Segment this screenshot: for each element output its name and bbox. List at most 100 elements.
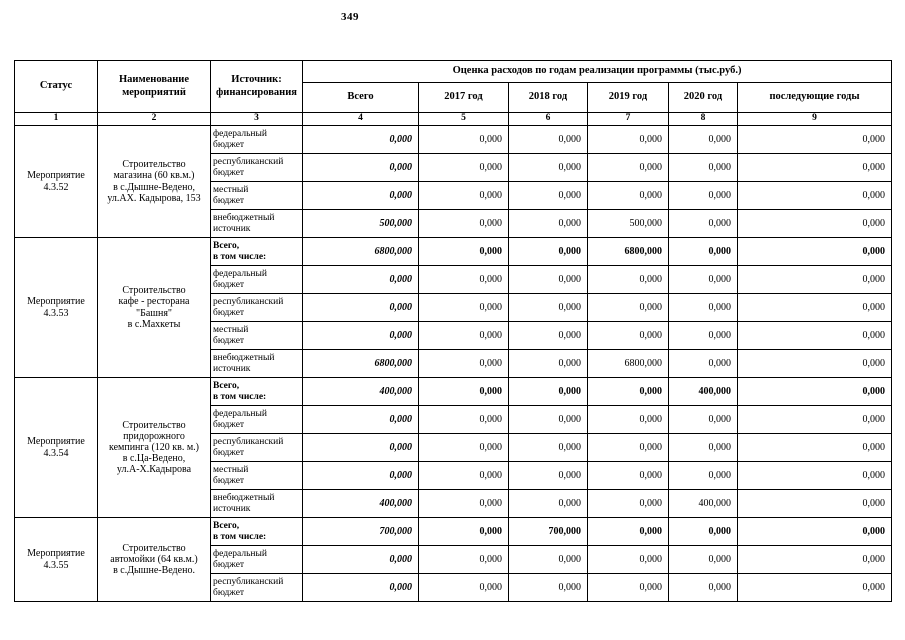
amount-cell: 0,000 (508, 293, 588, 322)
amount-cell: 0,000 (587, 265, 669, 294)
col-header-2018: 2018 год (508, 82, 588, 113)
column-number: 8 (668, 112, 738, 126)
amount-cell: 0,000 (668, 181, 738, 210)
funding-source-cell: республиканский бюджет (210, 153, 303, 182)
amount-cell: 0,000 (668, 265, 738, 294)
amount-cell: 0,000 (418, 489, 509, 518)
amount-cell: 0,000 (668, 461, 738, 490)
budget-source-row: республиканский бюджет 0,000 0,000 0,000 0,0… (15, 293, 893, 322)
total-row: Мероприятие 4.3.54 Строительство придорож… (14, 377, 893, 518)
amount-cell: 0,000 (508, 265, 588, 294)
amount-cell: 0,000 (587, 293, 669, 322)
col-header-2019: 2019 год (587, 82, 669, 113)
funding-source-cell: федеральный бюджет (210, 405, 303, 434)
amount-cell: 0,000 (668, 209, 738, 238)
amount-cell: 0,000 (668, 153, 738, 182)
amount-cell: 0,000 (302, 293, 419, 322)
amount-cell: 700,000 (302, 517, 419, 546)
amount-cell: 0,000 (508, 349, 588, 378)
amount-cell: 0,000 (736, 349, 893, 378)
amount-cell: 0,000 (418, 461, 509, 490)
col-header-total: Всего (302, 82, 419, 113)
funding-source-cell: внебюджетный источник (210, 209, 303, 238)
amount-cell: 0,000 (668, 349, 738, 378)
total-row: Мероприятие 4.3.53 Строительство кафе - р… (14, 237, 893, 378)
amount-cell: 0,000 (418, 153, 509, 182)
amount-cell: 0,000 (508, 405, 588, 434)
funding-source-cell: Всего, в том числе: (210, 237, 303, 266)
amount-cell: 0,000 (302, 573, 419, 602)
amount-cell: 0,000 (418, 237, 509, 266)
amount-cell: 0,000 (736, 237, 893, 266)
amount-cell: 400,000 (302, 377, 419, 406)
funding-source-cell: республиканский бюджет (210, 573, 303, 602)
activity-name-cell: Строительство автомойки (64 кв.м.) в с.Д… (97, 517, 211, 602)
amount-cell: 0,000 (302, 265, 419, 294)
amount-cell: 0,000 (508, 181, 588, 210)
amount-cell: 0,000 (418, 377, 509, 406)
budget-source-row: Мероприятие 4.3.52 Строительство магазина… (14, 125, 893, 238)
budget-source-row: местный бюджет 0,000 0,000 0,000 0,000 0,000 0… (15, 181, 893, 210)
amount-cell: 0,000 (508, 125, 588, 154)
amount-cell: 0,000 (508, 545, 588, 574)
amount-cell: 0,000 (302, 153, 419, 182)
amount-cell: 0,000 (587, 377, 669, 406)
amount-cell: 0,000 (302, 405, 419, 434)
amount-cell: 0,000 (736, 181, 893, 210)
total-row: Мероприятие 4.3.55 Строительство автомойк… (14, 517, 893, 602)
amount-cell: 0,000 (736, 153, 893, 182)
amount-cell: 0,000 (508, 489, 588, 518)
budget-source-row: республиканский бюджет 0,000 0,000 0,000 0,0… (15, 573, 893, 602)
amount-cell: 0,000 (508, 209, 588, 238)
column-number: 7 (587, 112, 669, 126)
funding-source-cell: внебюджетный источник (210, 349, 303, 378)
amount-cell: 0,000 (736, 405, 893, 434)
amount-cell: 0,000 (508, 573, 588, 602)
amount-cell: 0,000 (736, 125, 893, 154)
status-cell: Мероприятие 4.3.52 (14, 125, 98, 238)
column-number: 6 (508, 112, 588, 126)
budget-source-row: республиканский бюджет 0,000 0,000 0,000 0,0… (15, 153, 893, 182)
amount-cell: 0,000 (587, 321, 669, 350)
activity-name-cell: Строительство придорожного кемпинга (120… (97, 377, 211, 518)
budget-source-row: внебюджетный источник 6800,000 0,000 0,000 6… (15, 349, 893, 378)
amount-cell: 500,000 (302, 209, 419, 238)
amount-cell: 0,000 (418, 545, 509, 574)
amount-cell: 0,000 (736, 377, 893, 406)
amount-cell: 0,000 (668, 321, 738, 350)
amount-cell: 0,000 (418, 349, 509, 378)
page-number: 349 (341, 11, 359, 23)
header-row-column-numbers: 1 2 3 4 5 6 7 8 9 (14, 112, 893, 126)
amount-cell: 0,000 (736, 489, 893, 518)
funding-source-cell: местный бюджет (210, 461, 303, 490)
amount-cell: 0,000 (668, 237, 738, 266)
budget-source-row: внебюджетный источник 500,000 0,000 0,000 50… (15, 209, 893, 238)
amount-cell: 0,000 (302, 433, 419, 462)
activity-name-cell: Строительство кафе - ресторана "Башня" в… (97, 237, 211, 378)
amount-cell: 0,000 (736, 433, 893, 462)
amount-cell: 0,000 (508, 461, 588, 490)
funding-source-cell: республиканский бюджет (210, 433, 303, 462)
budget-source-row: федеральный бюджет 0,000 0,000 0,000 0,000 0,… (15, 405, 893, 434)
amount-cell: 0,000 (418, 321, 509, 350)
amount-cell: 0,000 (418, 517, 509, 546)
amount-cell: 0,000 (736, 545, 893, 574)
funding-source-cell: федеральный бюджет (210, 265, 303, 294)
column-number: 3 (210, 112, 303, 126)
amount-cell: 0,000 (418, 265, 509, 294)
amount-cell: 0,000 (668, 517, 738, 546)
amount-cell: 0,000 (418, 181, 509, 210)
amount-cell: 6800,000 (587, 237, 669, 266)
budget-source-row: федеральный бюджет 0,000 0,000 0,000 0,000 0,… (15, 545, 893, 574)
funding-source-cell: местный бюджет (210, 321, 303, 350)
amount-cell: 0,000 (302, 461, 419, 490)
funding-source-cell: Всего, в том числе: (210, 377, 303, 406)
funding-source-cell: федеральный бюджет (210, 125, 303, 154)
amount-cell: 0,000 (508, 433, 588, 462)
column-number: 2 (97, 112, 211, 126)
amount-cell: 500,000 (587, 209, 669, 238)
budget-table: Статус Наименование мероприятий Источник… (14, 60, 893, 602)
col-header-2020: 2020 год (668, 82, 738, 113)
amount-cell: 0,000 (302, 181, 419, 210)
